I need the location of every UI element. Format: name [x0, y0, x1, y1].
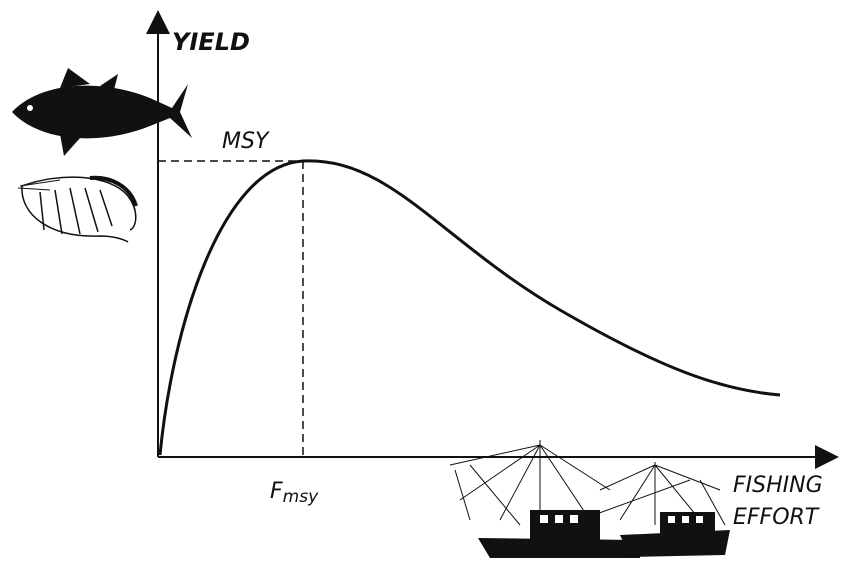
y-axis-label: YIELD — [172, 28, 250, 56]
x-marker-label: Fmsy — [270, 479, 319, 507]
x-axis-label-line: FISHING — [733, 473, 823, 498]
fish-icon — [12, 68, 192, 156]
shrimp-icon — [17, 175, 138, 243]
x-marker-sub: msy — [283, 487, 319, 507]
boats-icon — [449, 440, 730, 558]
yield-curve — [158, 159, 781, 456]
x-marker-main: F — [270, 479, 283, 504]
x-axis-label-line: EFFORT — [733, 505, 820, 530]
peak-label: MSY — [222, 129, 270, 154]
